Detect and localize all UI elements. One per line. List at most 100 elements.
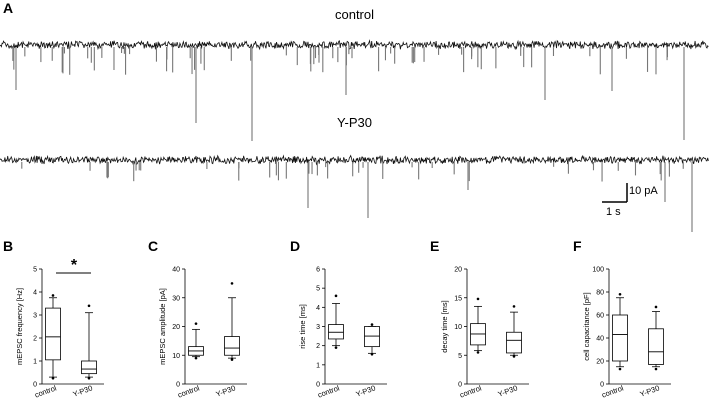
box-plot-c: 0 10 20 30 40 mEPSC amplitude [pA] control Y-P3…: [158, 267, 247, 400]
panel-label-a: A: [3, 0, 14, 16]
y-tick-label: 40: [596, 336, 604, 343]
x-tick-label: Y-P30: [355, 383, 377, 398]
box-plot-e: 0 5 10 15 20 decay time [ms] control Y-P30: [440, 267, 529, 400]
box-iqr: [612, 314, 628, 362]
y-tick-label: 20: [596, 359, 604, 366]
trace-layer: [0, 39, 709, 232]
y-axis-label: cell capacitance [pF]: [582, 292, 591, 360]
y-tick-label: 6: [316, 267, 320, 274]
y-tick-label: 0: [33, 382, 37, 389]
trace-title-control: control: [334, 7, 375, 22]
x-tick-label: Y-P30: [215, 383, 237, 398]
box-iqr: [224, 336, 240, 356]
x-tick-label: control: [458, 383, 483, 399]
x-tick-label: control: [316, 383, 341, 399]
x-tick-label: Y-P30: [639, 383, 661, 398]
y-tick-label: 40: [172, 267, 180, 274]
y-tick-label: 15: [454, 295, 462, 302]
outlier-point: [334, 294, 338, 298]
outlier-point: [476, 351, 480, 354]
box-0: control: [600, 293, 628, 400]
box-0: control: [176, 322, 204, 400]
y-tick-label: 1: [33, 359, 37, 366]
box-1: Y-P30: [355, 323, 380, 399]
y-tick-label: 3: [316, 324, 320, 331]
outlier-point: [654, 305, 658, 309]
outlier-point: [512, 355, 516, 358]
y-tick-label: 4: [33, 290, 37, 297]
box-iqr: [45, 307, 61, 361]
scale-bar-y-label: 10 pA: [629, 185, 658, 197]
scale-bar: 10 pA 1 s: [602, 183, 658, 218]
box-iqr: [328, 324, 344, 340]
y-axis-label: rise time [ms]: [298, 304, 307, 349]
panel-label-e: E: [430, 238, 440, 254]
box-iqr: [364, 326, 380, 348]
significance-marker: *: [71, 257, 78, 274]
y-tick-label: 30: [172, 295, 180, 302]
y-tick-label: 100: [592, 267, 604, 274]
y-tick-label: 5: [33, 267, 37, 274]
x-tick-label: control: [176, 383, 201, 399]
panel-label-d: D: [290, 238, 301, 254]
y-tick-label: 4: [316, 305, 320, 312]
outlier-point: [194, 356, 198, 360]
outlier-point: [87, 304, 91, 308]
box-plot-d: 0 1 2 3 4 5 6 rise time [ms] control Y-P30: [298, 267, 387, 400]
y-tick-label: 5: [458, 353, 462, 360]
y-tick-label: 1: [316, 362, 320, 369]
y-tick-label: 10: [454, 324, 462, 331]
outlier-point: [230, 282, 234, 285]
outlier-point: [87, 376, 91, 380]
control-trace: [0, 39, 709, 51]
outlier-point: [51, 294, 55, 297]
outlier-point: [370, 352, 374, 356]
y-tick-label: 0: [458, 382, 462, 389]
y-axis-label: decay time [ms]: [440, 300, 449, 353]
x-tick-label: control: [33, 383, 58, 399]
y-tick-label: 2: [33, 336, 37, 343]
box-1: Y-P30: [497, 305, 522, 399]
y-tick-label: 80: [596, 290, 604, 297]
outlier-point: [654, 367, 658, 371]
outlier-point: [194, 322, 198, 325]
panel-label-f: F: [573, 238, 582, 254]
outlier-point: [334, 346, 338, 349]
box-iqr: [648, 328, 664, 365]
box-iqr: [506, 331, 522, 354]
x-tick-label: Y-P30: [72, 383, 94, 398]
y-tick-label: 2: [316, 343, 320, 350]
scale-bar-x-label: 1 s: [606, 206, 621, 218]
y-tick-label: 0: [316, 382, 320, 389]
outlier-point: [618, 293, 622, 296]
outlier-point: [51, 376, 55, 380]
box-plot-b: 0 1 2 3 4 5 mEPSC frequency [Hz] control Y-P30 *: [15, 257, 104, 400]
box-1: Y-P30: [72, 304, 97, 399]
y-tick-label: 60: [596, 313, 604, 320]
outlier-point: [476, 297, 480, 301]
outlier-point: [512, 305, 516, 308]
box-iqr: [81, 360, 97, 375]
y-tick-label: 3: [33, 313, 37, 320]
trace-title-yp30: Y-P30: [337, 115, 372, 130]
y-tick-label: 5: [316, 286, 320, 293]
panel-label-c: C: [148, 238, 159, 254]
y-axis-label: mEPSC frequency [Hz]: [15, 288, 24, 365]
y-tick-label: 10: [172, 353, 180, 360]
box-1: Y-P30: [639, 305, 664, 399]
x-tick-label: control: [600, 383, 625, 399]
y-tick-label: 0: [176, 382, 180, 389]
y-tick-label: 20: [172, 324, 180, 331]
box-plot-f: 0 20 40 60 80 100 cell capacitance [pF] control…: [582, 267, 671, 400]
box-1: Y-P30: [215, 282, 240, 399]
y-tick-label: 0: [600, 382, 604, 389]
y-tick-label: 20: [454, 267, 462, 274]
x-tick-label: Y-P30: [497, 383, 519, 398]
outlier-point: [370, 323, 374, 326]
y-axis-label: mEPSC amplitude [pA]: [158, 288, 167, 365]
outlier-point: [230, 358, 234, 361]
yp30-trace: [0, 154, 709, 166]
outlier-point: [618, 367, 622, 371]
